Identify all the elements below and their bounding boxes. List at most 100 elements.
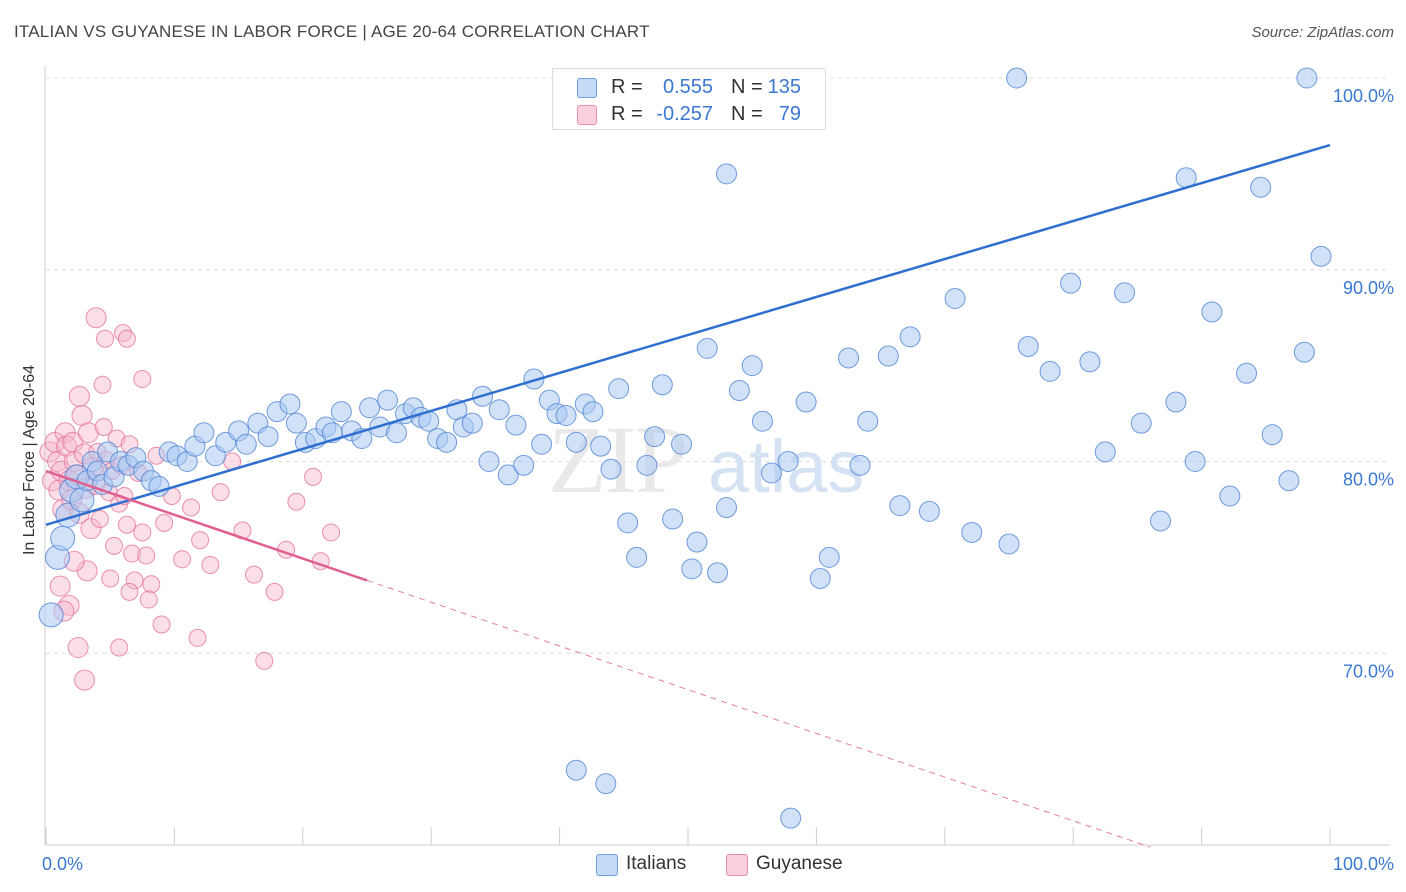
guyanese-point-53	[255, 651, 274, 670]
italians-point-31	[279, 393, 301, 415]
trend-lines	[45, 143, 1331, 848]
italians-point-2	[50, 525, 76, 551]
italians-point-121	[780, 807, 802, 829]
guyanese-point-64	[117, 329, 136, 348]
guyanese-point-39	[133, 523, 152, 542]
italians-point-79	[696, 337, 718, 359]
italians-point-97	[944, 288, 966, 310]
axes	[44, 66, 1390, 846]
italians-point-74	[651, 374, 673, 396]
guyanese-point-18	[77, 422, 99, 444]
italians-point-37	[330, 401, 352, 423]
guyanese-point-71	[101, 569, 120, 588]
italians-point-99	[998, 533, 1020, 555]
legend-italians-swatch	[596, 854, 618, 876]
italians-point-86	[777, 451, 799, 472]
italians-point-115	[1278, 470, 1300, 492]
italians-point-18	[148, 475, 170, 497]
italians-point-95	[899, 326, 921, 348]
tick-labels: 70.0% 80.0% 90.0% 100.0% 0.0% 100.0%	[42, 86, 1394, 874]
italians-r-value: 0.555	[662, 76, 713, 98]
italians-point-84	[751, 410, 773, 432]
guyanese-swatch	[577, 105, 597, 125]
italians-point-101	[1039, 360, 1061, 382]
guyanese-point-76	[152, 615, 171, 634]
italians-point-116	[1293, 341, 1315, 363]
italians-point-100	[1017, 335, 1039, 357]
italians-point-90	[838, 347, 859, 369]
italians-point-76	[671, 433, 693, 455]
guyanese-point-24	[93, 375, 112, 394]
guyanese-point-47	[191, 531, 210, 550]
guyanese-point-36	[123, 544, 142, 563]
guyanese-point-78	[133, 370, 152, 389]
guyanese-trend-line-dashed	[366, 579, 1151, 848]
guyanese-point-45	[173, 550, 192, 569]
guyanese-point-8	[56, 435, 78, 457]
italians-point-63	[555, 404, 577, 426]
italians-point-77	[681, 558, 703, 580]
italians-point-112	[1236, 362, 1258, 384]
guyanese-point-25	[94, 417, 113, 436]
guyanese-r-value: -0.257	[656, 103, 713, 125]
italians-point-98	[961, 521, 983, 543]
italians-point-104	[1094, 441, 1116, 463]
italians-point-107	[1150, 510, 1172, 532]
grid-lines	[46, 77, 1390, 654]
guyanese-point-62	[96, 329, 115, 348]
italians-point-57	[505, 414, 527, 436]
italians-point-83	[741, 355, 763, 377]
italians-point-118	[565, 759, 587, 781]
guyanese-point-74	[120, 582, 139, 601]
chart-title: ITALIAN VS GUYANESE IN LABOR FORCE | AGE…	[14, 22, 650, 41]
italians-point-109	[1184, 451, 1206, 472]
legend-italians-label: Italians	[626, 853, 687, 874]
series-legend: Italians Guyanese	[0, 852, 1406, 878]
guyanese-point-34	[117, 515, 136, 534]
guyanese-point-46	[182, 498, 201, 517]
legend-row-guyanese: R = -0.257 N = 79	[553, 101, 825, 127]
italians-point-82	[728, 380, 750, 402]
guyanese-point-49	[211, 483, 230, 502]
italians-point-71	[626, 546, 648, 568]
guyanese-point-11	[62, 431, 84, 453]
italians-r-label: R =	[611, 76, 643, 98]
watermark: ZIP atlas	[548, 406, 864, 513]
italians-point-68	[600, 458, 622, 480]
guyanese-point-29	[105, 536, 124, 555]
guyanese-point-40	[137, 546, 156, 565]
italians-point-52	[461, 412, 483, 434]
x-tick-label-0: 0.0%	[42, 854, 83, 874]
italians-point-85	[760, 462, 782, 484]
legend-guyanese-swatch	[726, 854, 748, 876]
italians-point-94	[889, 495, 911, 517]
italians-point-75	[662, 508, 684, 530]
italians-point-66	[582, 401, 604, 423]
italians-point-102	[1060, 272, 1082, 294]
italians-point-58	[513, 454, 535, 476]
italians-swatch	[577, 78, 597, 98]
y-axis-label: In Labor Force | Age 20-64	[21, 364, 38, 556]
y-tick-label-0: 70.0%	[1343, 661, 1394, 681]
italians-point-91	[849, 454, 871, 476]
guyanese-point-23	[90, 510, 109, 529]
italians-point-81	[716, 497, 738, 519]
italians-point-106	[1130, 412, 1152, 434]
italians-point-49	[436, 431, 458, 453]
italians-point-117	[1310, 245, 1332, 267]
guyanese-point-52	[245, 565, 264, 584]
italians-point-120	[716, 163, 738, 185]
guyanese-point-65	[49, 575, 71, 597]
guyanese-r-label: R =	[611, 103, 643, 125]
italians-trend-line	[45, 143, 1331, 526]
italians-point-59	[523, 368, 545, 390]
italians-point-96	[918, 500, 940, 522]
guyanese-point-57	[304, 467, 323, 486]
italians-point-114	[1261, 424, 1283, 446]
italians-point-80	[707, 562, 729, 584]
italians-point-72	[636, 454, 658, 476]
guyanese-point-59	[322, 523, 341, 542]
italians-point-32	[285, 412, 307, 434]
italians-point-60	[531, 433, 553, 455]
